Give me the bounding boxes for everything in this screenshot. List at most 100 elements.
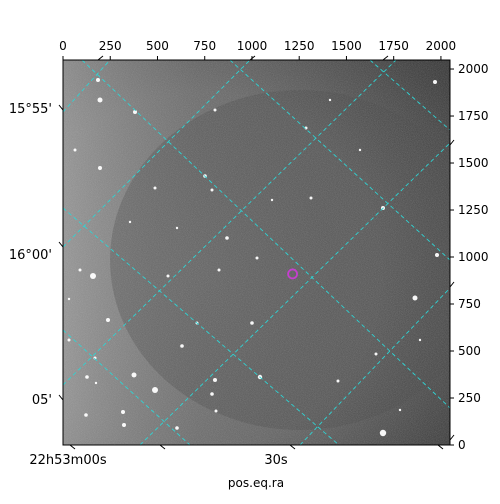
star bbox=[435, 253, 439, 257]
left-world-tick-label: 16°00' bbox=[9, 248, 52, 263]
world-tick-mark bbox=[437, 444, 444, 450]
star bbox=[85, 375, 89, 379]
world-tick-mark bbox=[449, 281, 455, 288]
right-tick-label: 1500 bbox=[458, 156, 489, 170]
star bbox=[225, 236, 229, 240]
star bbox=[328, 98, 332, 102]
marker-layer bbox=[287, 268, 298, 280]
right-tick-label: 500 bbox=[458, 344, 481, 358]
top-tick-label: 750 bbox=[193, 39, 216, 53]
world-tick-mark bbox=[449, 139, 455, 146]
bottom-world-tick-label: 30s bbox=[264, 453, 288, 468]
star bbox=[433, 80, 437, 84]
grid-line bbox=[63, 207, 340, 445]
top-tick-label: 500 bbox=[146, 39, 169, 53]
star bbox=[175, 426, 179, 430]
star bbox=[121, 410, 125, 414]
top-tick-label: 1250 bbox=[284, 39, 315, 53]
right-tick-label: 1000 bbox=[458, 250, 489, 264]
grid-line bbox=[299, 287, 450, 445]
right-tick-label: 0 bbox=[458, 438, 466, 452]
star bbox=[128, 220, 132, 224]
stars-layer bbox=[67, 78, 439, 437]
star bbox=[210, 392, 214, 396]
left-world-tick-label: 05' bbox=[32, 393, 52, 408]
star bbox=[309, 196, 313, 200]
star bbox=[67, 297, 71, 301]
world-tick-mark bbox=[58, 104, 64, 111]
right-tick-label: 250 bbox=[458, 391, 481, 405]
right-tick-label: 750 bbox=[458, 297, 481, 311]
x-axis-label: pos.eq.ra bbox=[228, 476, 284, 490]
star bbox=[73, 148, 77, 152]
star bbox=[418, 338, 422, 342]
grid-line bbox=[139, 142, 450, 445]
star bbox=[97, 97, 103, 103]
world-tick-mark bbox=[58, 241, 64, 248]
grid-line bbox=[369, 60, 450, 131]
world-tick-mark bbox=[449, 434, 455, 441]
star bbox=[214, 409, 218, 413]
star bbox=[94, 381, 98, 385]
world-axis-ticks: 15°55' 16°00' 05' 22h53m00s 30s bbox=[9, 55, 455, 468]
star bbox=[213, 108, 217, 112]
right-tick-label: 2000 bbox=[458, 62, 489, 76]
grid-line bbox=[229, 60, 450, 261]
star bbox=[152, 387, 158, 393]
right-tick-label: 1750 bbox=[458, 109, 489, 123]
world-tick-mark bbox=[382, 55, 389, 61]
star bbox=[398, 408, 402, 412]
grid-line bbox=[63, 329, 191, 445]
star bbox=[131, 372, 137, 378]
grid-line bbox=[63, 60, 111, 113]
right-tick-label: 1250 bbox=[458, 203, 489, 217]
star bbox=[180, 344, 184, 348]
star bbox=[336, 379, 340, 383]
star bbox=[84, 413, 88, 417]
star bbox=[217, 268, 221, 272]
star bbox=[166, 274, 170, 278]
world-tick-mark bbox=[97, 55, 104, 61]
grid-line bbox=[63, 60, 397, 386]
top-tick-label: 1750 bbox=[378, 39, 409, 53]
grid-line bbox=[81, 60, 450, 409]
world-tick-mark bbox=[58, 394, 64, 401]
star bbox=[210, 188, 214, 192]
world-tick-mark bbox=[289, 444, 296, 450]
target-marker bbox=[287, 268, 298, 280]
star bbox=[78, 268, 82, 272]
top-tick-label: 1000 bbox=[237, 39, 268, 53]
plot-frame bbox=[62, 59, 451, 446]
world-tick-mark bbox=[159, 444, 166, 450]
star bbox=[96, 78, 100, 82]
star bbox=[255, 256, 259, 260]
star bbox=[106, 318, 110, 322]
top-tick-label: 250 bbox=[99, 39, 122, 53]
star bbox=[213, 378, 217, 382]
star bbox=[98, 166, 102, 170]
coordinate-grid bbox=[63, 60, 450, 445]
sky-image bbox=[63, 60, 450, 445]
star bbox=[250, 321, 254, 325]
star bbox=[270, 198, 274, 202]
left-world-tick-label: 15°55' bbox=[9, 102, 52, 117]
star bbox=[379, 429, 387, 437]
star bbox=[122, 423, 126, 427]
grid-line bbox=[63, 60, 251, 248]
star bbox=[358, 148, 362, 152]
star bbox=[153, 186, 157, 190]
world-tick-mark bbox=[69, 444, 76, 450]
star bbox=[374, 352, 378, 356]
bottom-world-tick-label: 22h53m00s bbox=[29, 453, 107, 468]
pixel-axis-ticks: 0 250 500 750 1000 1250 1500 1750 2000 0 250 500 750… bbox=[59, 39, 488, 452]
top-tick-label: 2000 bbox=[426, 39, 457, 53]
star bbox=[67, 338, 71, 342]
top-tick-label: 1500 bbox=[331, 39, 362, 53]
star bbox=[175, 226, 179, 230]
world-tick-mark bbox=[249, 55, 256, 61]
top-tick-label: 0 bbox=[59, 39, 67, 53]
star bbox=[412, 295, 418, 301]
star bbox=[90, 273, 96, 279]
